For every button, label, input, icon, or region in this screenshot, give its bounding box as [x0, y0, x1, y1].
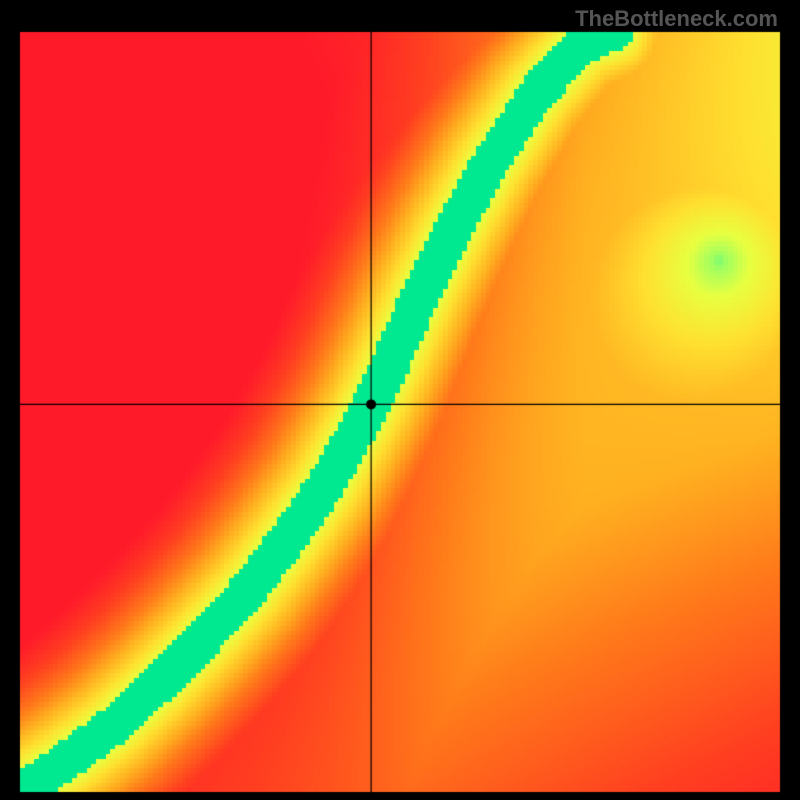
chart-root: TheBottleneck.com — [0, 0, 800, 800]
bottleneck-heatmap-canvas — [0, 0, 800, 800]
